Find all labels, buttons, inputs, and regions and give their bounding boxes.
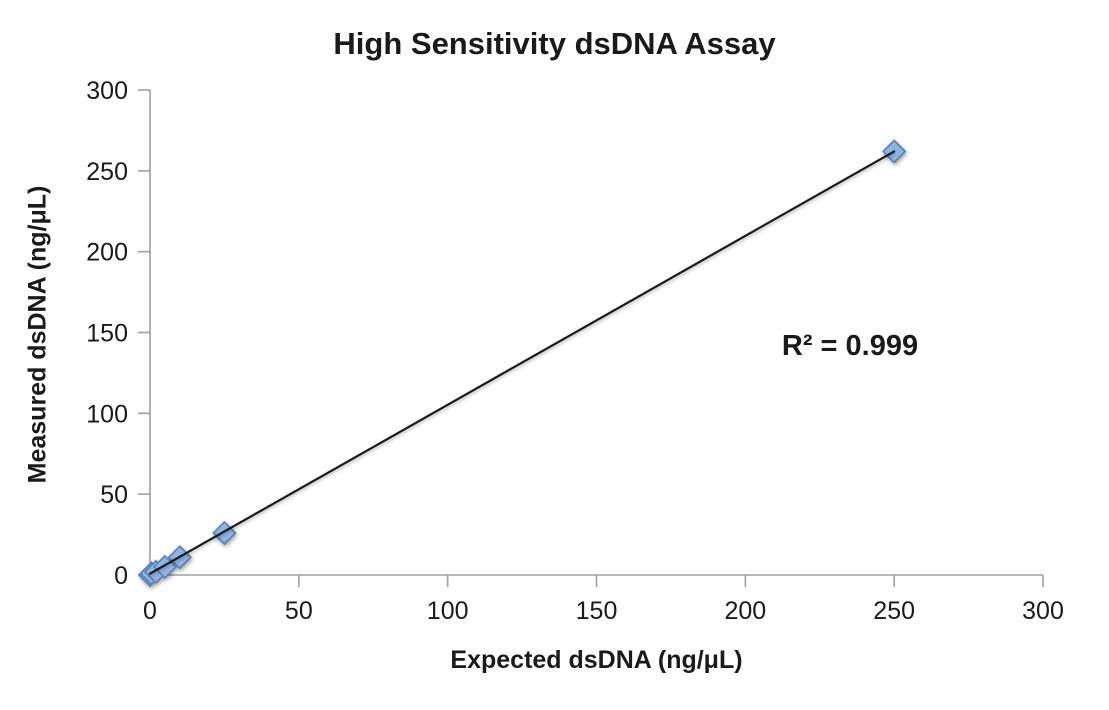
trendline bbox=[148, 150, 896, 575]
y-tick-label: 300 bbox=[86, 77, 128, 105]
y-tick-label: 150 bbox=[86, 320, 128, 348]
data-point-diamond bbox=[212, 520, 237, 546]
x-tick-label: 250 bbox=[873, 597, 915, 625]
tick-labels: 0 50 100 150 200 250 300 0 50 100 150 200 250 300 bbox=[86, 77, 1064, 625]
x-tick-label: 200 bbox=[724, 597, 766, 625]
x-tick-label: 50 bbox=[285, 597, 313, 625]
r-squared-annotation: R² = 0.999 bbox=[781, 330, 919, 362]
y-tick-label: 0 bbox=[114, 562, 128, 590]
y-tick-label: 250 bbox=[86, 158, 128, 186]
chart-title: High Sensitivity dsDNA Assay bbox=[333, 26, 776, 61]
x-tick-label: 300 bbox=[1022, 597, 1064, 625]
y-tick-label: 50 bbox=[100, 481, 128, 509]
y-tick-label: 200 bbox=[86, 239, 128, 267]
y-tick-label: 100 bbox=[86, 400, 128, 428]
x-tick-label: 100 bbox=[427, 597, 469, 625]
x-tick-label: 150 bbox=[576, 597, 618, 625]
x-tick-label: 0 bbox=[143, 597, 157, 625]
x-axis-label: Expected dsDNA (ng/μL) bbox=[450, 646, 743, 674]
